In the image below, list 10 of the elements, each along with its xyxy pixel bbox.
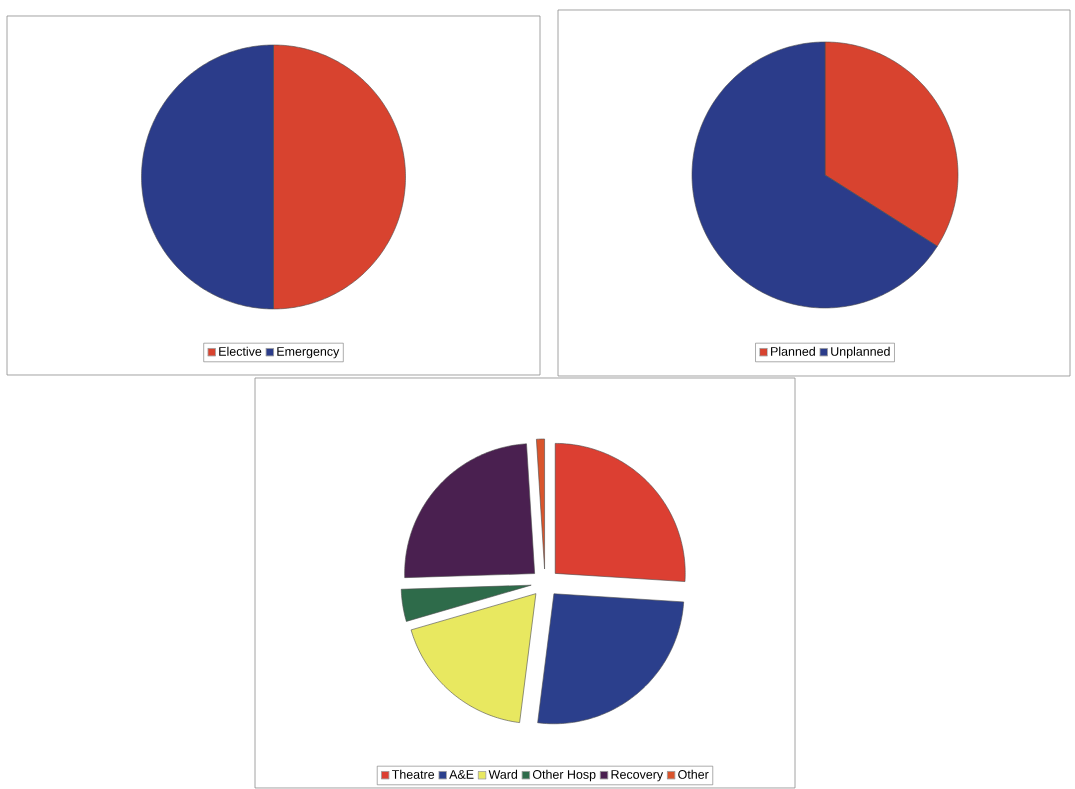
legend-label: Unplanned [831,346,890,359]
legend-label: Other Hosp [532,769,596,782]
legend-label: A&E [449,770,474,779]
legend-label: Elective [219,346,262,356]
legend-label: Planned [771,346,815,356]
legend-label: Emergency [277,347,340,359]
legend-label: Theatre [392,769,435,779]
legend-label: Other [678,769,709,779]
legend-label: Recovery [611,770,664,782]
legend-label: Ward [488,769,518,779]
